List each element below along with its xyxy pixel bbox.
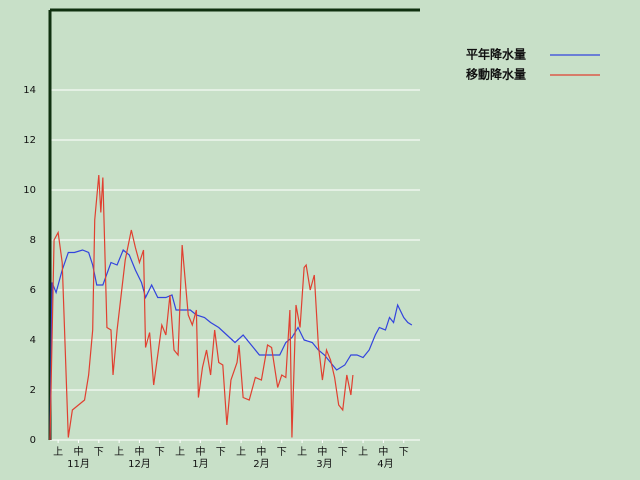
x-tick-label: 上 — [53, 446, 63, 458]
y-tick-label: 0 — [30, 435, 36, 446]
x-tick-label: 中 — [378, 445, 388, 458]
x-tick-label: 中 — [195, 445, 205, 458]
x-tick-label: 上 — [114, 446, 124, 458]
x-tick-label: 下 — [94, 447, 104, 458]
y-tick-label: 4 — [30, 335, 36, 346]
month-label: 2月 — [253, 458, 269, 470]
x-tick-label: 上 — [175, 446, 185, 458]
legend-label: 平年降水量 — [466, 47, 526, 62]
y-tick-label: 14 — [23, 85, 36, 96]
month-label: 11月 — [67, 458, 90, 470]
y-tick-label: 6 — [30, 285, 36, 296]
x-tick-label: 下 — [216, 447, 226, 458]
month-label: 1月 — [192, 458, 208, 470]
x-tick-label: 上 — [297, 446, 307, 458]
x-tick-label: 中 — [317, 445, 327, 458]
x-tick-label: 下 — [399, 447, 409, 458]
month-label: 4月 — [377, 458, 393, 470]
x-tick-label: 下 — [338, 447, 348, 458]
y-tick-label: 2 — [30, 385, 36, 396]
series-line — [49, 249, 413, 441]
x-tick-label: 下 — [155, 447, 165, 458]
x-tick-label: 上 — [236, 446, 246, 458]
x-tick-label: 下 — [277, 447, 287, 458]
month-label: 12月 — [128, 458, 151, 470]
y-tick-label: 8 — [30, 235, 36, 246]
series-line — [49, 174, 354, 441]
x-tick-label: 上 — [358, 446, 368, 458]
month-label: 3月 — [316, 458, 332, 470]
y-tick-label: 12 — [23, 135, 36, 146]
x-tick-label: 中 — [73, 445, 83, 458]
x-tick-label: 中 — [134, 445, 144, 458]
legend-label: 移動降水量 — [466, 67, 526, 82]
y-tick-label: 10 — [23, 185, 36, 196]
x-tick-label: 中 — [256, 445, 266, 458]
